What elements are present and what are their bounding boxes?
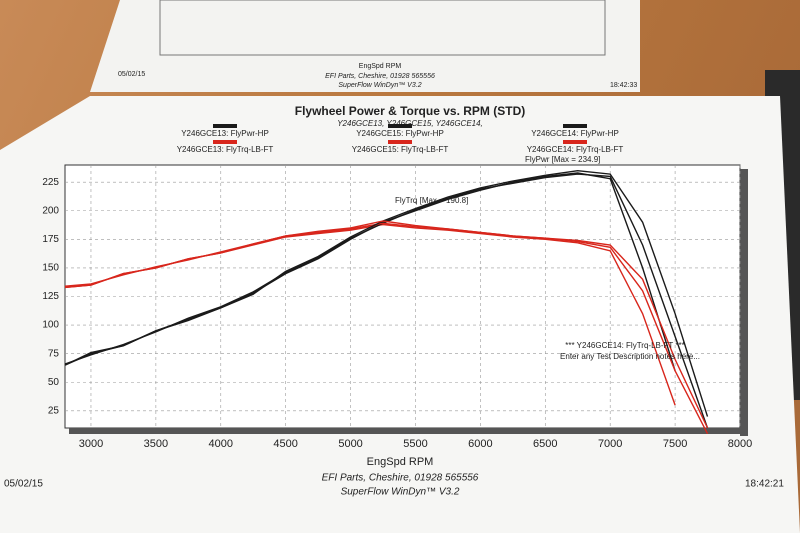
x-tick-label: 8000 <box>728 438 752 450</box>
legend-swatch <box>563 124 587 128</box>
x-axis-label: EngSpd RPM <box>367 456 434 468</box>
annotation: *** Y246GCE14: FlyTrq-LB-FT *** <box>565 341 684 350</box>
x-tick-label: 3500 <box>144 438 168 450</box>
y-tick-label: 75 <box>48 348 60 359</box>
legend-label: Y246GCE14: FlyPwr-HP <box>531 129 619 138</box>
y-tick-label: 200 <box>42 205 59 216</box>
bg-date: 05/02/15 <box>118 71 145 78</box>
y-tick-label: 150 <box>42 263 59 274</box>
bg-software: SuperFlow WinDyn™ V3.2 <box>338 82 421 89</box>
legend-swatch <box>388 140 412 144</box>
annotation: Enter any Test Description notes here... <box>560 352 700 361</box>
bg-x-label: EngSpd RPM <box>359 63 402 70</box>
footer-time: 18:42:21 <box>745 479 784 490</box>
x-tick-label: 5500 <box>403 438 427 450</box>
plot-shadow-right <box>740 169 748 436</box>
chart-title: Flywheel Power & Torque vs. RPM (STD) <box>295 104 525 118</box>
bg-time: 18:42:33 <box>610 82 637 89</box>
y-tick-label: 100 <box>42 320 59 331</box>
footer-software: SuperFlow WinDyn™ V3.2 <box>341 487 460 498</box>
y-tick-label: 125 <box>42 291 59 302</box>
y-tick-label: 225 <box>42 177 59 188</box>
legend-label: Y246GCE14: FlyTrq-LB-FT <box>527 145 624 154</box>
plot-shadow-bottom <box>69 428 748 434</box>
y-tick-label: 175 <box>42 234 59 245</box>
background-sheet <box>90 0 640 92</box>
footer-company: EFI Parts, Cheshire, 01928 565556 <box>322 473 479 484</box>
annotation: FlyPwr [Max = 234.9] <box>525 155 600 164</box>
legend-label: Y246GCE13: FlyPwr-HP <box>181 129 269 138</box>
footer-date: 05/02/15 <box>4 479 43 490</box>
x-tick-label: 4000 <box>209 438 233 450</box>
x-tick-label: 4500 <box>273 438 297 450</box>
legend-swatch <box>563 140 587 144</box>
legend-label: Y246GCE13: FlyTrq-LB-FT <box>177 145 274 154</box>
bg-company: EFI Parts, Cheshire, 01928 565556 <box>325 73 435 80</box>
x-tick-label: 7500 <box>663 438 687 450</box>
y-tick-label: 50 <box>48 377 60 388</box>
legend-swatch <box>388 124 412 128</box>
legend-swatch <box>213 124 237 128</box>
chart-subtitle: Y246GCE13, Y246GCE15, Y246GCE14, <box>337 119 483 128</box>
series-line <box>64 220 709 429</box>
x-tick-label: 6500 <box>533 438 557 450</box>
legend-swatch <box>213 140 237 144</box>
x-tick-label: 7000 <box>598 438 622 450</box>
legend-label: Y246GCE15: FlyTrq-LB-FT <box>352 145 449 154</box>
legend-label: Y246GCE15: FlyPwr-HP <box>356 129 444 138</box>
x-tick-label: 3000 <box>79 438 103 450</box>
x-tick-label: 6000 <box>468 438 492 450</box>
annotation: FlyTrq [Max = 190.8] <box>395 196 468 205</box>
y-tick-label: 25 <box>48 405 60 416</box>
background-plot <box>159 0 606 56</box>
x-tick-label: 5000 <box>338 438 362 450</box>
